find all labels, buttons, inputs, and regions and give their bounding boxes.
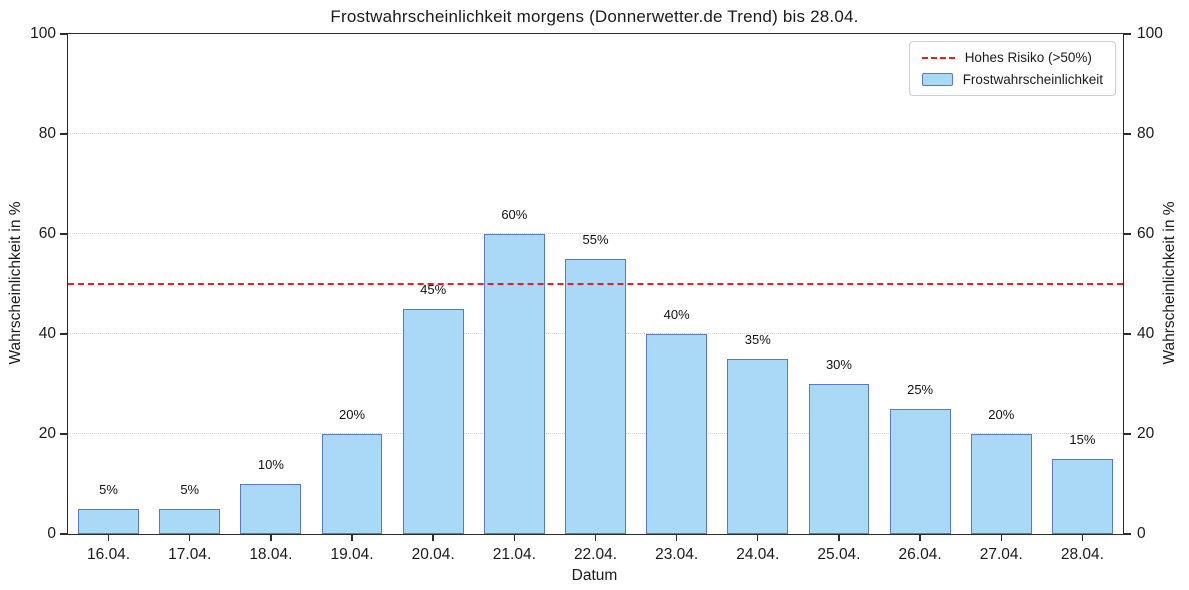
bar bbox=[240, 484, 302, 534]
bar-value-label: 40% bbox=[663, 307, 690, 322]
bar-value-label: 60% bbox=[501, 207, 528, 222]
y-tick-label-left: 80 bbox=[38, 125, 56, 142]
x-tick-mark bbox=[107, 535, 110, 542]
y-tick-label-left: 40 bbox=[38, 325, 56, 342]
x-tick-mark bbox=[432, 535, 434, 542]
x-tick-label: 19.04. bbox=[330, 546, 374, 563]
legend-frost-label: Frostwahrscheinlichkeit bbox=[962, 72, 1103, 87]
x-tick-mark bbox=[270, 535, 272, 542]
y-tick-mark-right bbox=[1123, 133, 1131, 135]
bar-value-label: 10% bbox=[257, 457, 284, 472]
y-tick-mark-left bbox=[60, 533, 67, 535]
y-tick-mark-right bbox=[1123, 233, 1131, 235]
y-tick-mark-right bbox=[1123, 33, 1131, 35]
y-axis-label-right: Wahrscheinlichkeit in % bbox=[1161, 201, 1178, 365]
x-tick-label: 25.04. bbox=[817, 546, 861, 563]
bar-value-label: 30% bbox=[825, 357, 852, 372]
threshold-line bbox=[68, 283, 1123, 285]
bar bbox=[565, 259, 626, 534]
legend-risk-label: Hohes Risiko (>50%) bbox=[964, 50, 1092, 65]
legend-item-frost: Frostwahrscheinlichkeit bbox=[921, 72, 1103, 87]
bar bbox=[78, 509, 139, 534]
y-tick-mark-left bbox=[60, 33, 67, 35]
y-axis-label-left: Wahrscheinlichkeit in % bbox=[7, 201, 24, 365]
y-tick-label-left: 20 bbox=[38, 425, 56, 442]
x-tick-label: 22.04. bbox=[573, 546, 618, 563]
plot-area: Hohes Risiko (>50%) Frostwahrscheinlichk… bbox=[30, 25, 1163, 563]
legend-item-risk: Hohes Risiko (>50%) bbox=[921, 50, 1103, 65]
x-tick-mark bbox=[675, 535, 678, 542]
bar-value-label: 5% bbox=[99, 482, 118, 497]
y-tick-mark-left bbox=[60, 233, 67, 235]
bar bbox=[1051, 459, 1113, 534]
gridline bbox=[68, 233, 1123, 235]
legend: Hohes Risiko (>50%) Frostwahrscheinlichk… bbox=[908, 41, 1116, 96]
chart-title: Frostwahrscheinlichkeit morgens (Donnerw… bbox=[330, 7, 859, 26]
x-tick-mark bbox=[757, 535, 759, 542]
bar bbox=[646, 334, 708, 534]
x-tick-mark bbox=[513, 535, 516, 542]
y-tick-mark-right bbox=[1123, 433, 1131, 435]
y-tick-mark-left bbox=[60, 433, 67, 435]
bar bbox=[483, 234, 545, 534]
gridline bbox=[68, 133, 1123, 135]
y-tick-label-right: 100 bbox=[1137, 25, 1163, 42]
y-tick-label-right: 20 bbox=[1137, 425, 1155, 442]
x-tick-mark bbox=[351, 535, 353, 542]
bar bbox=[402, 309, 464, 534]
bar bbox=[970, 434, 1032, 534]
bar-value-label: 25% bbox=[907, 382, 934, 397]
x-tick-label: 24.04. bbox=[736, 546, 780, 563]
y-tick-label-right: 40 bbox=[1137, 325, 1155, 342]
bar bbox=[889, 409, 951, 534]
x-tick-label: 28.04. bbox=[1060, 546, 1104, 563]
y-tick-mark-left bbox=[60, 133, 67, 135]
x-tick-label: 23.04. bbox=[655, 546, 699, 563]
x-tick-label: 20.04. bbox=[411, 546, 455, 563]
bar-value-label: 20% bbox=[988, 407, 1015, 422]
x-axis-label: Datum bbox=[571, 567, 618, 584]
y-tick-label-right: 60 bbox=[1137, 225, 1155, 242]
bar bbox=[808, 384, 870, 534]
bar bbox=[727, 359, 789, 534]
bar-value-label: 5% bbox=[180, 482, 200, 497]
x-tick-mark bbox=[1081, 535, 1084, 542]
bar-swatch bbox=[921, 73, 953, 86]
x-tick-mark bbox=[1000, 535, 1002, 542]
x-tick-mark bbox=[919, 535, 921, 542]
y-tick-label-left: 100 bbox=[30, 25, 56, 42]
y-tick-label-right: 0 bbox=[1137, 525, 1146, 542]
y-tick-mark-left bbox=[60, 333, 67, 335]
x-tick-label: 27.04. bbox=[979, 546, 1023, 563]
x-tick-label: 18.04. bbox=[249, 546, 293, 563]
bar-value-label: 15% bbox=[1069, 432, 1096, 447]
y-tick-label-right: 80 bbox=[1137, 125, 1155, 142]
y-tick-mark-right bbox=[1123, 533, 1131, 535]
x-tick-mark bbox=[594, 535, 597, 542]
bar-value-label: 45% bbox=[420, 282, 447, 297]
x-tick-label: 16.04. bbox=[87, 546, 131, 563]
bar bbox=[159, 509, 221, 534]
bar-value-label: 35% bbox=[744, 332, 771, 347]
x-tick-mark bbox=[838, 535, 840, 542]
x-tick-mark bbox=[189, 535, 191, 542]
x-tick-label: 21.04. bbox=[492, 546, 536, 563]
y-tick-mark-right bbox=[1123, 333, 1131, 335]
x-tick-label: 26.04. bbox=[898, 546, 942, 563]
y-tick-label-left: 0 bbox=[47, 525, 56, 542]
bar-value-label: 20% bbox=[339, 407, 366, 422]
bar-value-label: 55% bbox=[582, 232, 609, 247]
dashed-line-swatch bbox=[921, 56, 955, 59]
y-tick-label-left: 60 bbox=[38, 225, 56, 242]
bar bbox=[321, 434, 383, 534]
x-tick-label: 17.04. bbox=[168, 546, 212, 563]
